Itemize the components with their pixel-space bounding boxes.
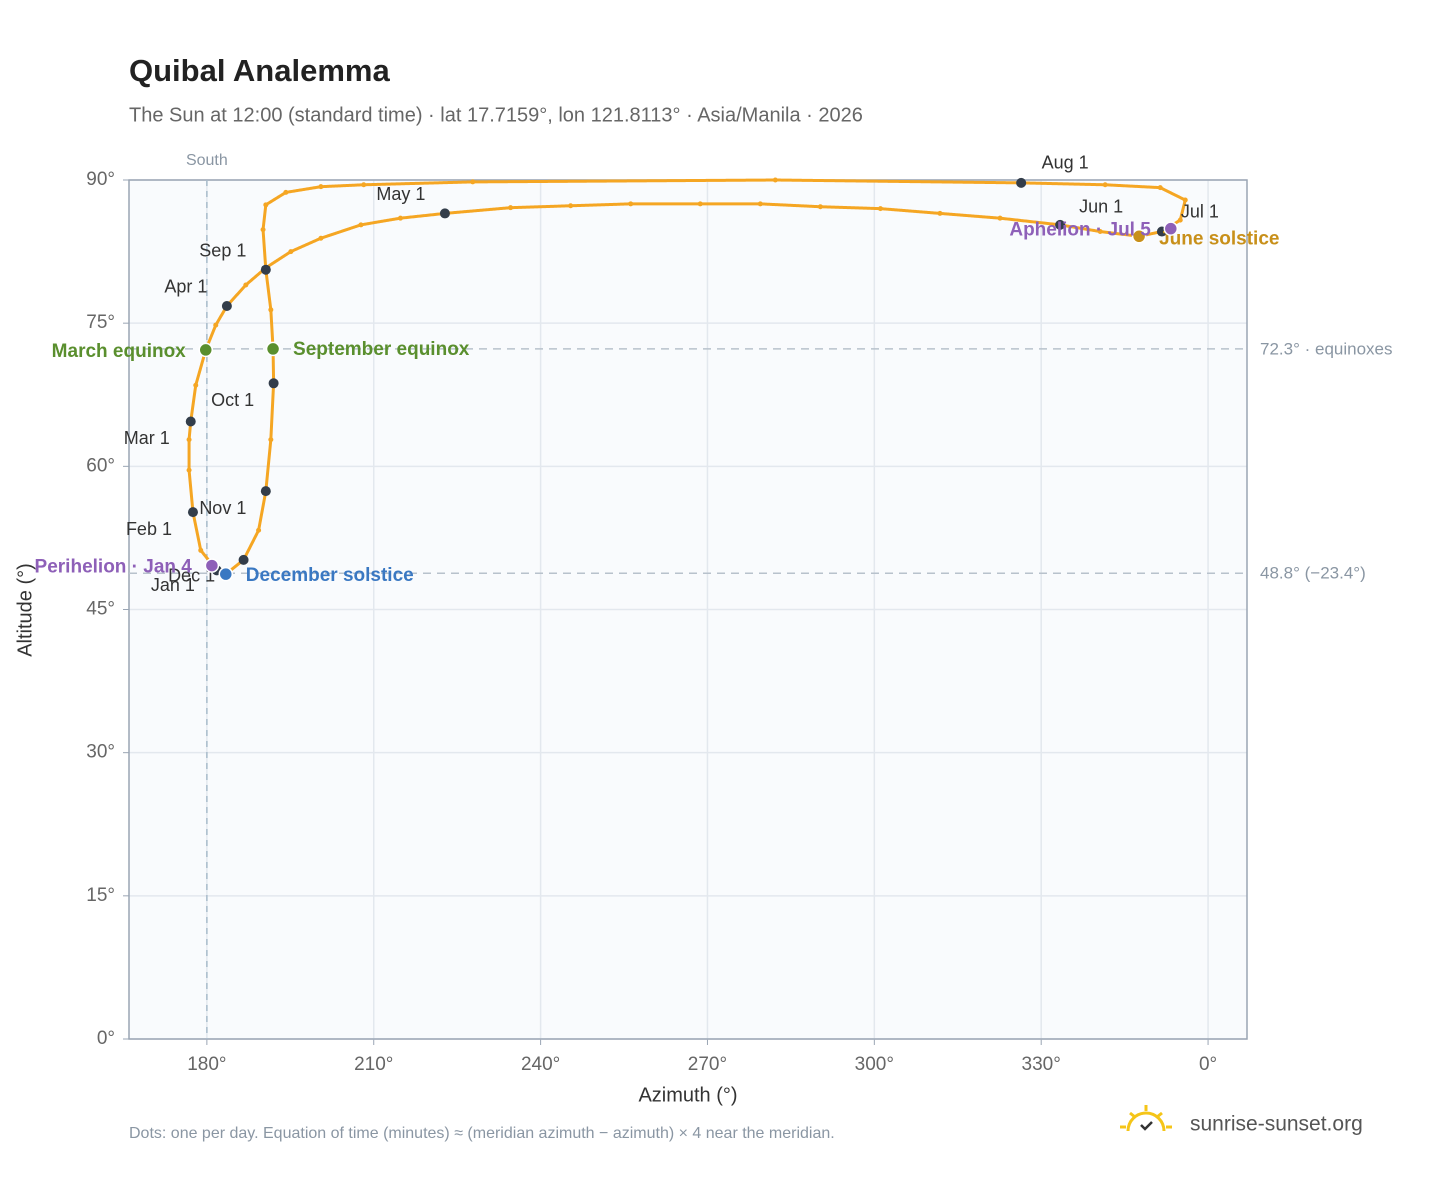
day-dot	[1102, 182, 1108, 188]
chart-title: Quibal Analemma	[129, 53, 390, 88]
event-label: Perihelion · Jan 4	[35, 557, 193, 578]
x-tick-label: 300°	[855, 1054, 894, 1075]
day-dot	[198, 547, 204, 553]
y-tick-label: 15°	[86, 885, 115, 906]
day-dot	[260, 227, 266, 233]
day-dot	[470, 179, 476, 185]
day-dot	[213, 322, 219, 328]
y-tick-label: 0°	[97, 1028, 115, 1049]
event-marker	[1163, 221, 1179, 236]
month-label: Oct 1	[211, 390, 254, 410]
logo	[1120, 1105, 1172, 1132]
month-label: Mar 1	[124, 428, 170, 448]
month-label: Jul 1	[1181, 201, 1219, 221]
x-tick-label: 330°	[1022, 1054, 1061, 1075]
event-marker	[198, 342, 214, 358]
y-axis-label: Altitude (°)	[14, 563, 36, 657]
day-dot	[628, 201, 634, 207]
y-tick-label: 45°	[86, 599, 115, 620]
day-dot	[937, 210, 943, 216]
month-marker	[260, 486, 271, 497]
event-label: December solstice	[246, 565, 414, 586]
month-label: Jun 1	[1079, 197, 1123, 217]
month-label: Jan 1	[151, 575, 195, 595]
day-dot	[568, 203, 574, 209]
x-tick-label: 270°	[688, 1054, 727, 1075]
day-dot	[288, 249, 294, 255]
month-marker	[238, 554, 249, 565]
y-tick-label: 30°	[86, 742, 115, 763]
month-marker	[187, 507, 198, 518]
analemma-line	[187, 178, 1188, 576]
day-dot	[193, 382, 199, 388]
month-label: Nov 1	[199, 498, 246, 518]
day-dot	[1097, 229, 1103, 235]
y-tick-label: 75°	[86, 312, 115, 333]
day-dot	[318, 235, 324, 241]
day-dot	[256, 527, 262, 533]
month-label: Sep 1	[199, 240, 246, 260]
day-dot	[1157, 185, 1163, 191]
day-dot	[1182, 197, 1188, 203]
month-marker	[185, 416, 196, 427]
x-tick-label: 0°	[1199, 1054, 1217, 1075]
event-marker	[204, 558, 220, 573]
day-dot	[283, 189, 289, 195]
brand: sunrise-sunset.org	[1190, 1113, 1363, 1136]
day-dot	[361, 182, 367, 188]
event-label: June solstice	[1159, 228, 1279, 249]
x-tick-label: 180°	[187, 1054, 226, 1075]
meridian-label: South	[186, 152, 228, 169]
event-label: Aphelion · Jul 5	[1009, 220, 1151, 241]
month-marker	[1055, 219, 1066, 230]
month-marker	[1016, 177, 1027, 188]
day-dot	[318, 184, 324, 190]
day-dot	[243, 282, 249, 288]
month-marker	[260, 264, 271, 275]
day-dot	[263, 202, 269, 208]
month-marker	[268, 378, 279, 389]
day-dot	[268, 307, 274, 313]
day-dot	[186, 467, 192, 473]
day-dot	[186, 437, 192, 443]
day-dot	[397, 215, 403, 221]
day-dot	[697, 201, 703, 207]
event-marker	[265, 341, 281, 357]
month-marker	[221, 300, 232, 311]
day-dot	[268, 437, 274, 443]
day-dot	[508, 205, 514, 211]
x-tick-label: 210°	[354, 1054, 393, 1075]
y-tick-label: 60°	[86, 455, 115, 476]
day-dot	[997, 215, 1003, 221]
day-dot	[817, 204, 823, 210]
x-tick-label: 240°	[521, 1054, 560, 1075]
day-dot	[772, 177, 778, 183]
event-marker	[218, 566, 234, 582]
month-marker	[439, 208, 450, 219]
y-tick-label: 90°	[86, 169, 115, 190]
event-marker	[1131, 229, 1147, 244]
reference-label: 48.8° (−23.4°)	[1260, 564, 1366, 583]
x-axis-label: Azimuth (°)	[638, 1084, 737, 1106]
chart-subtitle: The Sun at 12:00 (standard time) · lat 1…	[129, 104, 863, 126]
month-label: Dec 1	[168, 566, 215, 586]
reference-label: 72.3° · equinoxes	[1260, 339, 1393, 358]
event-label: September equinox	[293, 339, 470, 360]
day-dot	[757, 201, 763, 207]
footnote: Dots: one per day. Equation of time (min…	[129, 1125, 835, 1142]
month-label: Apr 1	[164, 277, 207, 297]
day-dot	[358, 222, 364, 228]
month-label: Aug 1	[1042, 153, 1089, 173]
day-dot	[1177, 217, 1183, 223]
day-dot	[877, 206, 883, 212]
month-label: Feb 1	[126, 519, 172, 539]
event-label: March equinox	[52, 341, 187, 362]
month-label: May 1	[376, 184, 425, 204]
